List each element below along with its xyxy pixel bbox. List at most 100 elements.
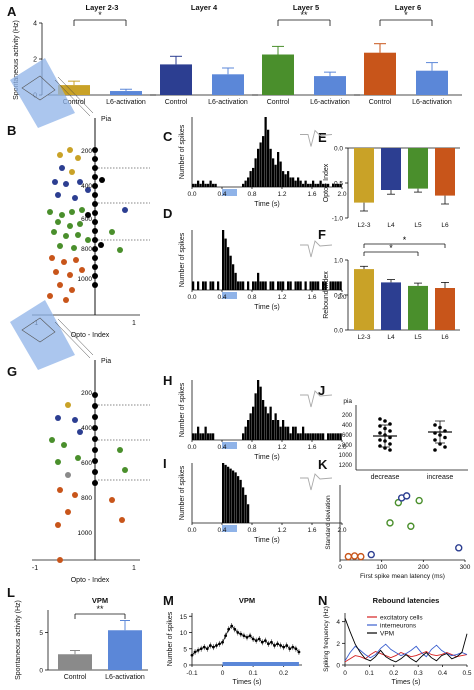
c-hist-bar [312,180,315,187]
c-hist-bar [207,183,210,187]
b-neuron-dot [55,192,61,198]
d-hist-bar [272,281,275,290]
m-x-tick-label: -0.1 [186,670,198,677]
g-neuron-sketch [21,317,56,343]
g-neuron-dot [49,437,55,443]
b-neuron-dot [67,147,73,153]
g-depth-tick: 400 [81,425,92,432]
n-legend-label: interneurons [380,623,417,630]
d-y-axis-label: Number of spikes [179,232,186,287]
c-x-tick-label: 0.0 [187,191,196,198]
n-y-axis-label: Spiking frequency (Hz) [323,606,330,672]
b-neuron-dot [57,243,63,249]
d-hist-bar [317,281,320,290]
j-point-decrease [388,448,392,452]
c-hist-bar [252,167,255,187]
e-bar-0 [354,148,374,203]
h-hist-bar [327,433,330,440]
b-depth-tick: 1000 [78,276,93,283]
d-hist-bar [277,281,280,290]
c-y-axis-label: Number of spikes [179,124,186,179]
i-x-tick-label: 1.6 [307,527,316,534]
c-hist-bar [202,180,205,187]
n-y-tick-label: 2 [336,641,340,648]
k-x-tick-label: 300 [460,564,471,571]
n-x-tick-label: 0.3 [414,670,423,677]
h-hist-bar [209,433,212,440]
c-hist-bar [297,177,300,187]
panel-label-m: M [163,593,174,608]
b-neuron-dot [92,210,98,216]
f-bar-1 [381,282,401,330]
c-hist-bar [317,183,320,187]
c-hist-bar [214,183,217,187]
c-hist-bar [319,180,322,187]
g-electrode [57,318,94,356]
b-neuron-dot [92,282,98,288]
b-neuron-dot [92,201,98,207]
j-y-tick-label: 1200 [339,463,353,469]
c-x-tick-label: 0.4 [217,191,226,198]
b-depth-tick: 400 [81,183,92,190]
c-hist-bar [337,183,340,187]
g-neuron-dot [92,480,98,486]
g-neuron-dot [92,447,98,453]
h-hist-bar [307,433,310,440]
h-hist-bar [247,420,250,440]
g-neuron-dot [92,469,98,475]
d-hist-bar [337,281,340,290]
i-x-tick-label: 0.4 [217,527,226,534]
d-hist-bar [222,230,225,290]
d-hist-bar [229,255,232,290]
h-hist-bar [204,426,207,440]
d-opto-window [222,292,237,299]
h-hist-bar [284,426,287,440]
i-waveform [300,473,333,491]
k-x-tick-label: 0 [338,564,342,571]
b-neuron-dot [69,169,75,175]
h-hist-bar [287,426,290,440]
h-hist-bar [249,413,252,440]
g-neuron-dot [75,455,81,461]
b-optic-probe [10,58,75,128]
h-hist-bar [202,433,205,440]
d-hist-bar [334,281,337,290]
k-point [386,519,394,527]
h-hist-bar [267,413,270,440]
panel-label-i: I [163,456,167,471]
h-hist-bar [339,433,342,440]
b-neuron-dot [61,259,67,265]
b-neuron-dot [85,212,91,218]
i-x-tick-label: 0.8 [247,527,256,534]
g-neuron-dot [92,458,98,464]
g-neuron-dot [65,402,71,408]
d-x-tick-label: 1.6 [307,294,316,301]
n-chart-title: Rebound latencies [373,596,440,605]
k-point [394,498,403,507]
h-hist-bar [277,420,280,440]
b-neuron-dot [69,287,75,293]
g-neuron-dot [65,472,71,478]
panel-label-g: G [7,364,17,379]
m-x-tick-label: 0.2 [279,670,288,677]
h-hist-bar [304,433,307,440]
d-hist-bar [257,272,260,290]
h-hist-bar [264,406,267,440]
j-point-increase [443,445,447,449]
a-sig-mark: ** [300,10,308,20]
c-hist-bar [267,129,270,187]
h-x-axis-label: Time (s) [254,454,279,461]
m-x-axis-label: Times (s) [233,679,262,686]
c-hist-bar [307,183,310,187]
n-series-2 [344,618,468,663]
j-y-tick-label: 200 [342,413,353,419]
h-hist-bar [279,426,282,440]
i-x-tick-label: 2.0 [337,527,346,534]
b-neuron-dot [72,195,78,201]
h-opto-window [222,442,237,449]
c-hist-bar [284,174,287,187]
c-hist-bar [327,183,330,187]
f-bar-2 [408,285,428,330]
d-hist-bar [287,281,290,290]
e-bar-2 [408,148,428,189]
